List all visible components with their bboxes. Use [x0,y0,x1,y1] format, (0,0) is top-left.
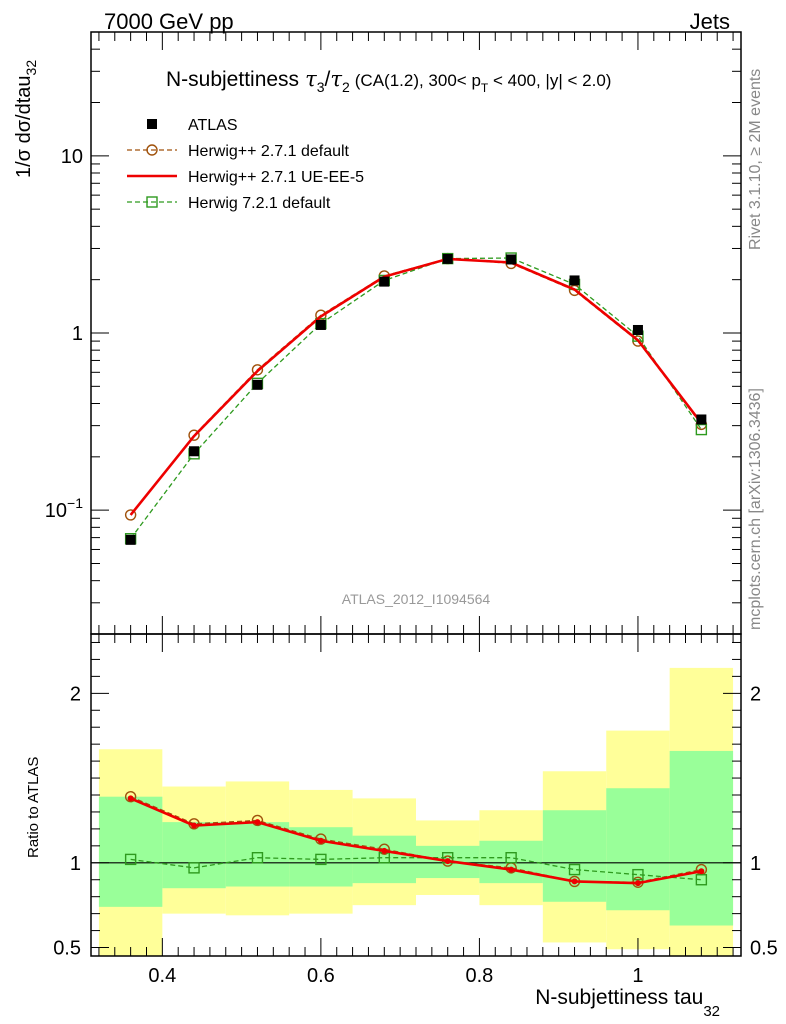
top-point-atlas [379,276,390,287]
ratio-point-herwig-2-7-1-ue-ee-5 [191,822,198,829]
ratio-band-inner [98,796,163,907]
xlabel: N-subjettiness tau32 [535,986,720,1020]
ratio-point-herwig-2-7-1-ue-ee-5 [254,819,261,826]
xtick-label: 1 [632,965,643,987]
ratio-ytick-label-right: 2 [750,683,761,705]
top-point-herwig-2-7-1-default [124,509,137,521]
top-ylabel: 1/σ dσ/dtau32 [13,60,39,178]
top-ytick-label: 10−1 [45,495,83,522]
ratio-band-inner [352,835,416,884]
ratio-band-inner [225,822,290,887]
top-point-herwig-7-2-1-default [695,423,708,436]
ratio-point-herwig-2-7-1-ue-ee-5 [508,866,515,873]
xtick-label: 0.6 [307,965,335,987]
ratio-ytick-label-left: 0.5 [53,938,81,960]
top-ytick-label: 1 [72,323,83,345]
top-line-herwig-2-7-1-default [130,257,702,516]
ratio-point-herwig-7-2-1-default [505,852,517,864]
top-point-atlas [506,254,517,265]
ratio-point-herwig-7-2-1-default [188,862,200,874]
ratio-point-herwig-2-7-1-ue-ee-5 [698,868,705,875]
top-point-atlas [696,414,707,425]
top-line-herwig-7-2-1-default [130,257,702,540]
ratio-point-herwig-2-7-1-ue-ee-5 [381,847,388,854]
ratio-point-herwig-2-7-1-ue-ee-5 [571,878,578,885]
ratio-point-herwig-2-7-1-default [251,814,264,827]
xtick-label: 0.8 [466,965,494,987]
ratio-line-herwig-7-2-1-default [130,857,702,881]
ratio-line-herwig-2-7-1-ue-ee-5 [130,797,702,885]
top-point-atlas [125,534,136,545]
ratio-ytick-label-left: 1 [70,853,81,875]
xtick-label: 0.4 [148,965,176,987]
top-point-herwig-2-7-1-default [188,429,200,441]
top-point-atlas [569,275,580,286]
top-point-atlas [315,319,326,330]
rivet-label: Rivet 3.1.10, ≥ 2M events [747,69,764,250]
legend: ATLAS Herwig++ 2.7.1 default Herwig++ 2.7.… [127,117,364,212]
analysis-watermark: ATLAS_2012_I1094564 [342,591,491,607]
legend-label: Herwig++ 2.7.1 default [188,143,350,160]
legend-label: Herwig 7.2.1 default [188,195,331,212]
legend-label: Herwig++ 2.7.1 UE-EE-5 [188,169,364,186]
ratio-band-inner [606,788,670,911]
ratio-band-inner [162,822,226,889]
ratio-ytick-label-left: 2 [70,683,81,705]
legend-marker [146,196,158,208]
mcplots-label: mcplots.cern.ch [arXiv:1306.3436] [747,388,764,630]
ratio-ylabel: Ratio to ATLAS [25,757,42,858]
ratio-band-inner [542,810,607,902]
ratio-line-herwig-2-7-1-default [130,796,702,883]
plot-title: N-subjettiness τ3/τ2 (CA(1.2), 300< pT < 4… [166,67,611,95]
legend-marker [146,144,158,156]
ratio-band-inner [289,827,353,887]
top-point-atlas [252,379,263,390]
ratio-point-herwig-7-2-1-default [568,863,581,876]
top-line-herwig-2-7-1-ue-ee-5 [129,257,703,516]
top-ytick-label: 10 [61,146,83,168]
ratio-point-herwig-7-2-1-default [251,852,264,864]
ratio-band-inner [669,750,734,926]
ratio-point-herwig-7-2-1-default [695,874,708,886]
ratio-ytick-label-right: 0.5 [750,938,778,960]
top-point-atlas [632,324,643,335]
ratio-point-herwig-2-7-1-default [124,790,137,803]
legend-label: ATLAS [188,117,238,134]
ratio-plot: 2 2 1 1 0.5 0.5 0.4 0.6 0.8 1 [53,633,778,987]
ratio-point-herwig-7-2-1-default [124,853,137,866]
ratio-point-herwig-2-7-1-ue-ee-5 [634,880,641,887]
ratio-point-herwig-7-2-1-default [632,868,644,881]
top-point-herwig-2-7-1-default [251,364,264,376]
ratio-point-herwig-2-7-1-ue-ee-5 [317,837,324,844]
ratio-point-herwig-2-7-1-ue-ee-5 [127,795,134,802]
collision-label: 7000 GeV pp [104,9,234,34]
ratio-point-herwig-2-7-1-ue-ee-5 [444,858,451,865]
ratio-ytick-label-right: 1 [750,853,761,875]
top-point-atlas [189,446,200,457]
top-point-atlas [442,253,453,264]
legend-marker [147,119,157,129]
ratio-point-herwig-7-2-1-default [315,853,327,866]
process-label: Jets [690,9,730,34]
